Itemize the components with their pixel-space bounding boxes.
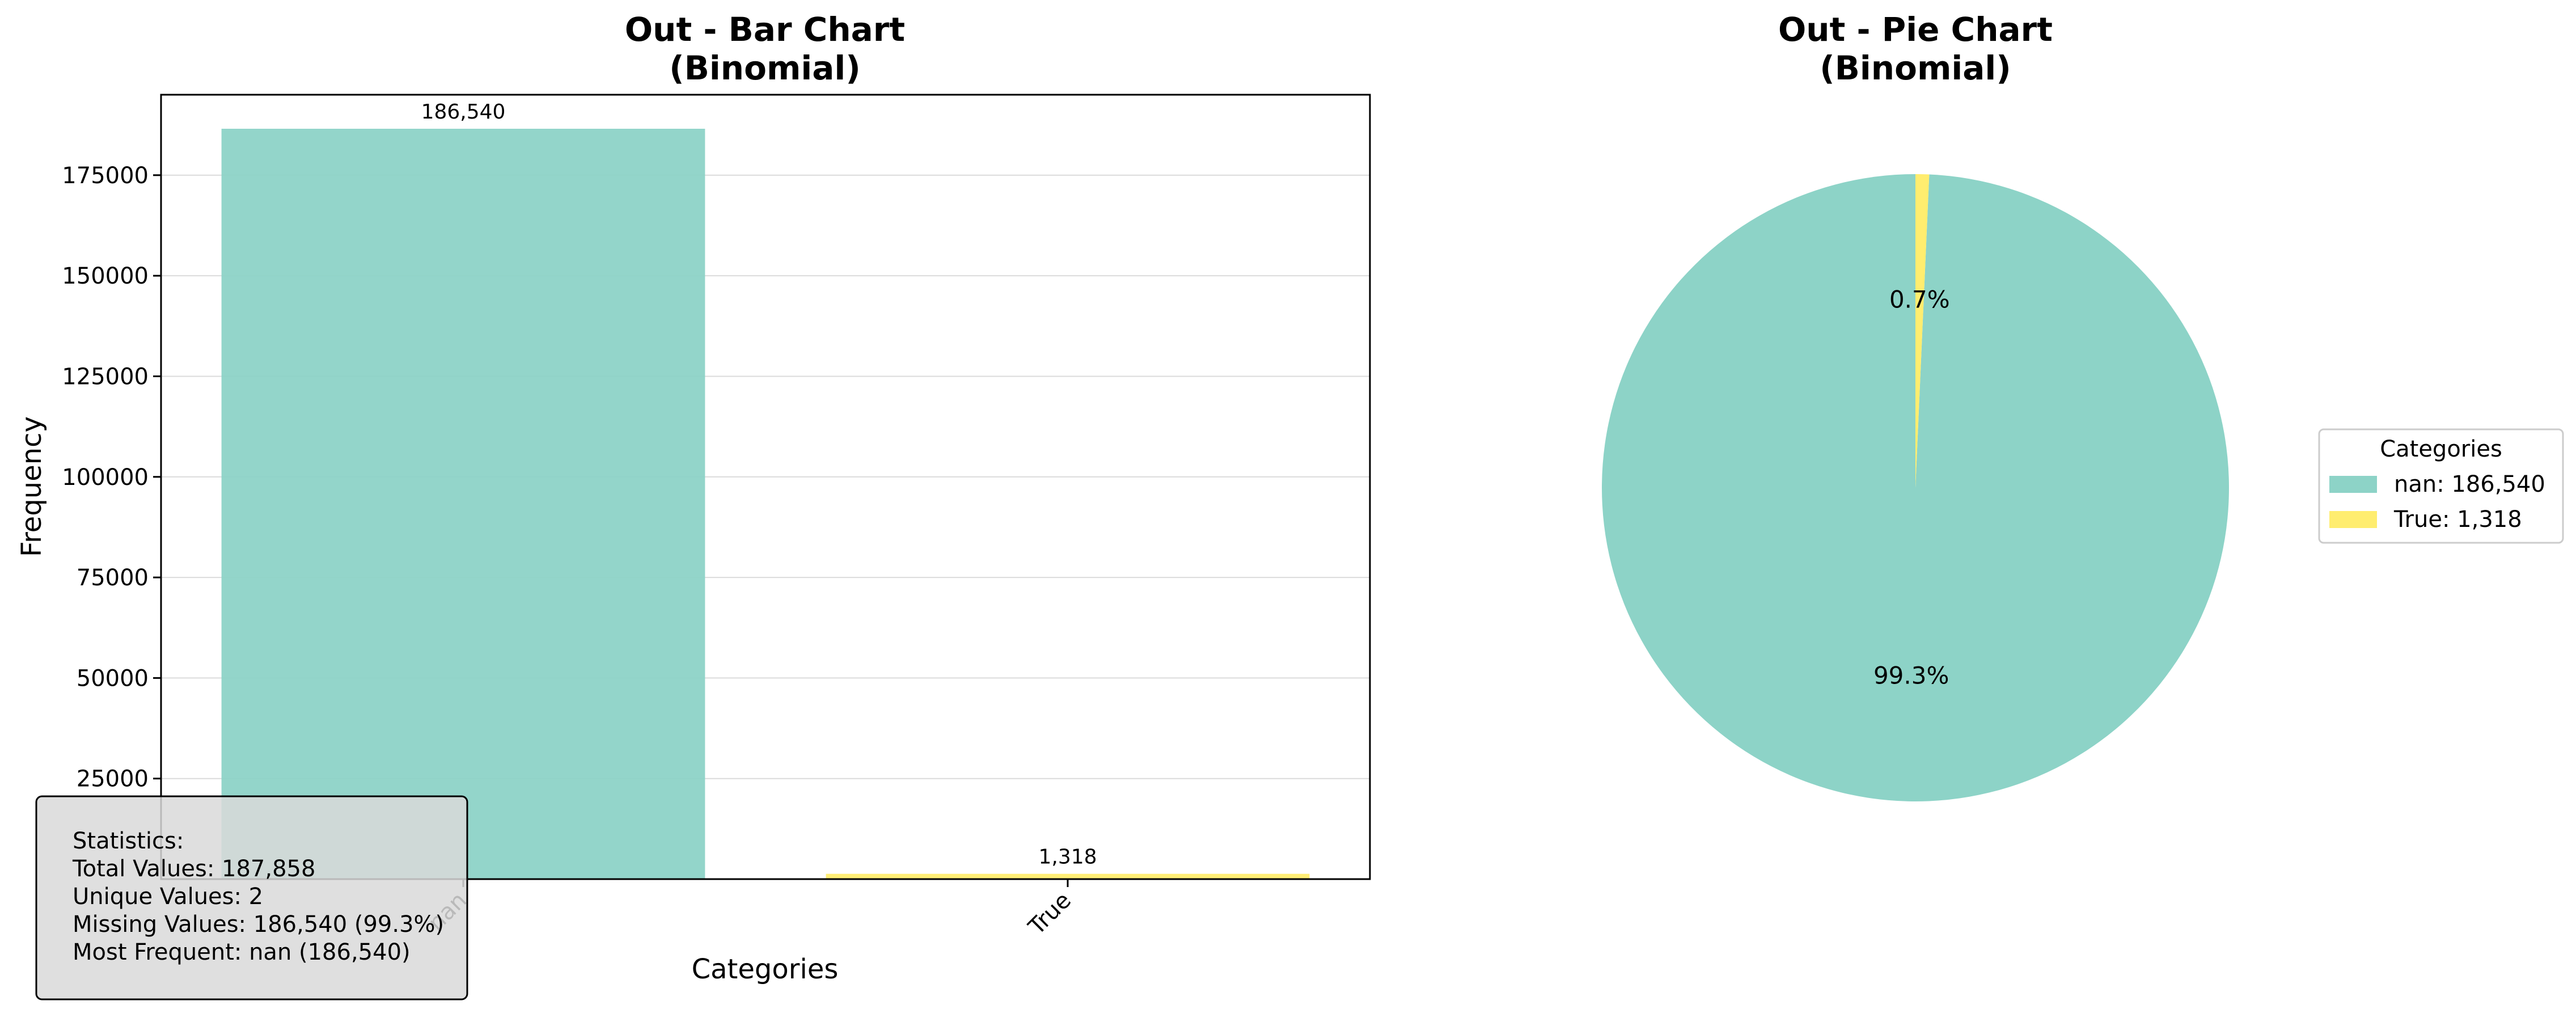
y-tick-label: 100000	[62, 465, 149, 491]
x-tick-label: True	[1023, 888, 1076, 940]
legend-title: Categories	[2380, 436, 2502, 462]
bar-x-axis: nanTrue	[423, 879, 1076, 940]
y-tick-label: 75000	[77, 565, 149, 591]
statistics-box: Statistics: Total Values: 187,858 Unique…	[35, 795, 468, 1000]
stats-line-most-frequent: Most Frequent: nan (186,540)	[73, 939, 411, 965]
bar-data-label: 186,540	[421, 100, 506, 124]
pie-legend: Categories nan: 186,540 True: 1,318	[2318, 428, 2564, 544]
stats-line-header: Statistics:	[73, 828, 184, 854]
pie-percent-label: 99.3%	[1873, 662, 1949, 690]
pie-slice-true	[1915, 174, 1930, 488]
y-tick-label: 125000	[62, 364, 149, 390]
bar-bars: 186,540 1,318	[221, 100, 1310, 879]
pie-chart-title-line1: Out - Pie Chart	[1778, 10, 2053, 49]
bar-x-axis-label: Categories	[692, 953, 839, 985]
bar-data-label: 1,318	[1038, 846, 1097, 869]
legend-swatch	[2329, 476, 2377, 493]
bar-true	[826, 873, 1310, 879]
pie-percent-label: 0.7%	[1889, 285, 1950, 313]
y-tick-label: 25000	[77, 766, 149, 792]
pie-percent-labels: 99.3% 0.7%	[1873, 285, 1950, 689]
pie-slices	[1602, 174, 2229, 801]
bar-chart: Out - Bar Chart (Binomial) 186,5401,318 …	[16, 10, 1371, 985]
stats-line-total: Total Values: 187,858	[72, 856, 315, 882]
y-tick-label: 175000	[62, 163, 149, 189]
pie-chart: Out - Pie Chart (Binomial) 99.3% 0.7%	[1602, 10, 2229, 801]
legend-swatch	[2329, 511, 2377, 528]
bar-chart-title-line1: Out - Bar Chart	[625, 10, 905, 49]
pie-chart-title-line2: (Binomial)	[1820, 49, 2011, 87]
stats-line-unique: Unique Values: 2	[73, 884, 263, 910]
bar-y-axis-label: Frequency	[16, 416, 48, 557]
bar-plot-frame	[160, 94, 1371, 880]
y-tick-label: 50000	[77, 665, 149, 691]
legend-entry-label: True: 1,318	[2393, 506, 2522, 533]
stats-line-missing: Missing Values: 186,540 (99.3%)	[73, 911, 444, 938]
bar-chart-title-line2: (Binomial)	[669, 49, 861, 87]
bar-nan	[221, 129, 705, 879]
legend-entry-label: nan: 186,540	[2394, 471, 2545, 497]
y-tick-label: 150000	[62, 263, 149, 289]
bar-y-axis: 25000 50000 75000 100000 125000 150000 175000	[62, 163, 161, 792]
